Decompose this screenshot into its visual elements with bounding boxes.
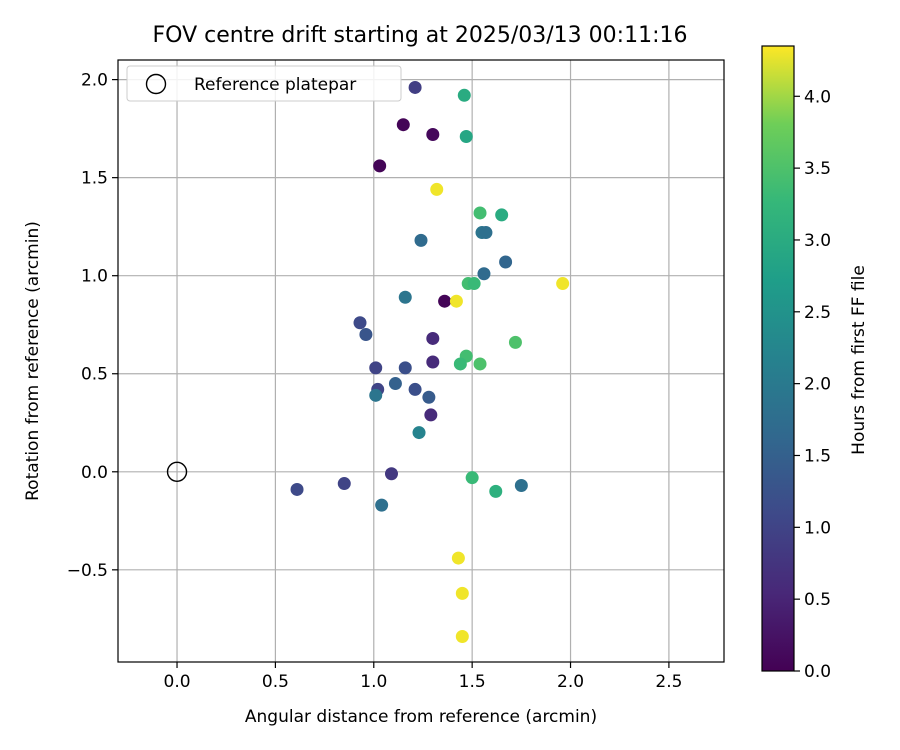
data-point <box>459 129 473 143</box>
data-point <box>455 586 469 600</box>
data-point <box>337 477 351 491</box>
data-point <box>290 482 304 496</box>
data-point <box>398 290 412 304</box>
colorbar-tick-label: 0.0 <box>804 662 831 682</box>
data-point <box>438 294 452 308</box>
x-tick-label: 0.0 <box>164 672 191 692</box>
y-axis-label: Rotation from reference (arcmin) <box>23 221 43 501</box>
y-tick-label: 1.5 <box>81 169 108 189</box>
colorbar-gradient <box>761 45 795 672</box>
legend-reference-marker <box>145 73 167 95</box>
data-point <box>453 357 467 371</box>
data-point <box>514 479 528 493</box>
data-point <box>556 277 570 291</box>
y-tick-label: 1.0 <box>81 267 108 287</box>
colorbar-tick-label: 3.0 <box>804 231 831 251</box>
data-point <box>449 294 463 308</box>
data-point <box>499 255 513 269</box>
grid <box>118 60 724 662</box>
colorbar-tick-label: 1.5 <box>804 446 831 466</box>
chart-title: FOV centre drift starting at 2025/03/13 … <box>153 23 688 48</box>
data-point <box>473 206 487 220</box>
data-point <box>408 80 422 94</box>
legend: Reference platepar <box>126 65 402 102</box>
data-point <box>359 328 373 342</box>
data-point <box>455 630 469 644</box>
data-point <box>508 335 522 349</box>
x-tick-label: 1.5 <box>459 672 486 692</box>
data-point <box>396 118 410 132</box>
data-point <box>479 226 493 240</box>
data-point <box>414 233 428 247</box>
x-tick-label: 2.0 <box>557 672 584 692</box>
data-point <box>412 426 426 440</box>
data-point <box>457 88 471 102</box>
data-point <box>408 382 422 396</box>
colorbar-tick-label: 4.0 <box>804 87 831 107</box>
colorbar-tick-label: 2.0 <box>804 375 831 395</box>
legend-entry-reference: Reference platepar <box>194 75 356 95</box>
data-point <box>467 277 481 291</box>
data-point <box>369 361 383 375</box>
data-point <box>388 377 402 391</box>
data-point <box>373 159 387 173</box>
colorbar-ticks: 0.0 0.5 1.0 1.5 2.0 2.5 3.0 3.5 4.0 <box>794 87 831 682</box>
x-axis-label: Angular distance from reference (arcmin) <box>245 707 597 727</box>
legend-box <box>126 65 402 102</box>
data-point <box>426 331 440 345</box>
data-point <box>426 355 440 369</box>
y-tick-label: 0.0 <box>81 463 108 483</box>
data-points <box>166 80 570 644</box>
data-point <box>426 128 440 142</box>
data-point <box>430 182 444 196</box>
data-point <box>489 484 503 498</box>
data-point <box>353 316 367 330</box>
data-point <box>477 267 491 281</box>
data-point <box>398 361 412 375</box>
colorbar-tick-label: 0.5 <box>804 590 831 610</box>
data-point <box>375 498 389 512</box>
y-axis-ticks: −0.5 0.0 0.5 1.0 1.5 2.0 <box>67 71 118 581</box>
data-point <box>495 208 509 222</box>
data-point <box>422 390 436 404</box>
x-tick-label: 1.0 <box>360 672 387 692</box>
data-point <box>369 388 383 402</box>
data-point <box>451 551 465 565</box>
x-axis-ticks: 0.0 0.5 1.0 1.5 2.0 2.5 <box>164 662 682 692</box>
x-tick-label: 0.5 <box>262 672 289 692</box>
data-point <box>465 471 479 485</box>
y-tick-label: 2.0 <box>81 71 108 91</box>
colorbar: 0.0 0.5 1.0 1.5 2.0 2.5 3.0 3.5 4.0 Hours from f… <box>761 45 869 682</box>
y-tick-label: −0.5 <box>67 561 108 581</box>
data-point <box>424 408 438 422</box>
colorbar-tick-label: 1.0 <box>804 518 831 538</box>
colorbar-label: Hours from first FF file <box>849 265 869 455</box>
data-point <box>473 357 487 371</box>
reference-platepar-marker <box>166 461 188 482</box>
x-tick-label: 2.5 <box>655 672 682 692</box>
y-tick-label: 0.5 <box>81 365 108 385</box>
plot-area-frame <box>117 59 725 663</box>
colorbar-tick-label: 2.5 <box>804 303 831 323</box>
colorbar-tick-label: 3.5 <box>804 159 831 179</box>
data-point <box>384 467 398 481</box>
